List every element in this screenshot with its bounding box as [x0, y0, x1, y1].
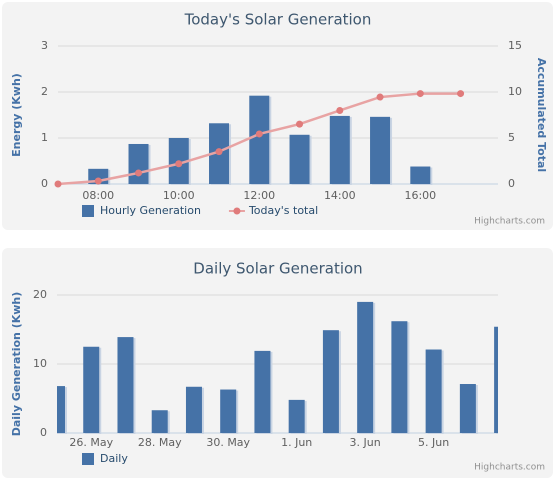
y-tick-label: 10 [33, 357, 47, 370]
bar [494, 326, 498, 433]
y-tick-label: 0 [41, 177, 48, 190]
y-tick-label: 3 [41, 39, 48, 52]
panel [2, 248, 553, 478]
marker [135, 169, 143, 177]
y-axis-title: Energy (Kwh) [10, 73, 23, 157]
x-tick-label: 08:00 [82, 189, 114, 202]
bar [329, 115, 350, 184]
x-tick-label: 16:00 [404, 189, 436, 202]
x-tick-label: 28. May [138, 436, 182, 449]
x-tick-label: 5. Jun [418, 436, 449, 449]
bar [288, 399, 305, 433]
y2-axis-title: Accumulated Total [535, 58, 548, 172]
y2-tick-label: 15 [508, 39, 522, 52]
bar [425, 349, 442, 433]
bar [322, 330, 339, 433]
bar [185, 386, 202, 433]
y2-tick-label: 10 [508, 85, 522, 98]
bar [254, 350, 271, 433]
x-tick-label: 30. May [206, 436, 250, 449]
marker [296, 120, 304, 128]
y-axis-title: Daily Generation (Kwh) [10, 292, 23, 437]
marker [54, 180, 62, 188]
marker [255, 130, 263, 138]
bar [370, 116, 391, 184]
y-tick-label: 2 [41, 85, 48, 98]
marker [376, 93, 384, 101]
y-tick-label: 0 [40, 426, 47, 439]
bar [410, 166, 431, 184]
legend-symbol [82, 453, 94, 465]
bar [249, 95, 270, 184]
x-tick-label: 14:00 [324, 189, 356, 202]
y2-tick-label: 0 [508, 177, 515, 190]
marker [457, 90, 465, 98]
legend-symbol [233, 207, 241, 215]
plot-area [57, 301, 498, 434]
legend-label: Hourly Generation [100, 204, 201, 217]
bar [117, 337, 134, 433]
bar [83, 346, 100, 433]
legend-label: Daily [100, 452, 128, 465]
bar [357, 301, 374, 433]
bar [220, 389, 237, 433]
bar [459, 384, 476, 433]
legend-symbol [82, 205, 94, 217]
x-tick-label: 12:00 [243, 189, 275, 202]
y-tick-label: 1 [41, 131, 48, 144]
marker [416, 90, 424, 98]
legend-label: Today's total [248, 204, 318, 217]
credits: Highcharts.com [474, 217, 545, 227]
x-tick-label: 1. Jun [281, 436, 312, 449]
bar [391, 321, 408, 433]
chart-title: Today's Solar Generation [184, 11, 372, 29]
marker [336, 106, 344, 114]
bar [128, 143, 149, 184]
marker [215, 148, 223, 156]
bar [151, 410, 168, 433]
marker [175, 160, 183, 168]
x-tick-label: 26. May [69, 436, 113, 449]
x-tick-label: 10:00 [163, 189, 195, 202]
bar [57, 386, 65, 433]
marker [94, 177, 102, 185]
y-tick-label: 20 [33, 288, 47, 301]
x-tick-label: 3. Jun [350, 436, 381, 449]
y2-tick-label: 5 [508, 131, 515, 144]
bar [289, 134, 310, 184]
credits: Highcharts.com [474, 463, 545, 473]
chart-title: Daily Solar Generation [193, 260, 362, 278]
